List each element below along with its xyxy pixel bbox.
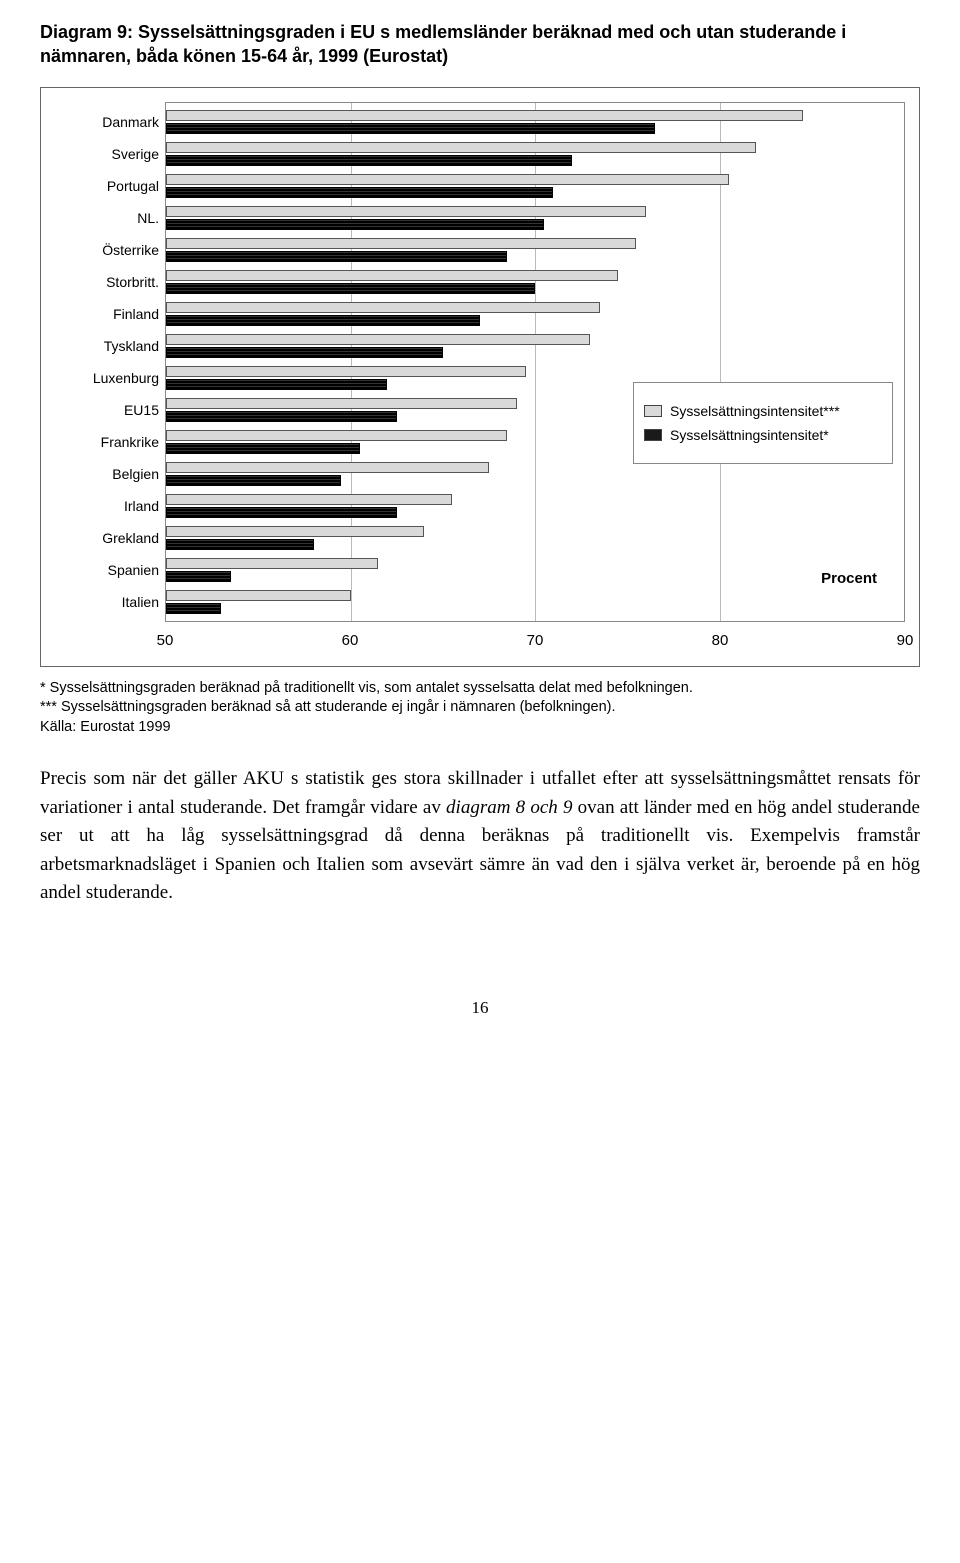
bar-dark <box>166 571 231 582</box>
category-label: Storbritt. <box>106 266 159 298</box>
category-label-row: Frankrike <box>55 426 165 458</box>
category-labels: DanmarkSverigePortugalNL.ÖsterrikeStorbr… <box>55 102 165 622</box>
bar-light <box>166 142 756 153</box>
bar-dark <box>166 155 572 166</box>
bar-dark <box>166 603 221 614</box>
bar-dark <box>166 219 544 230</box>
category-label: Danmark <box>102 106 159 138</box>
category-label: Sverige <box>112 138 159 170</box>
footnotes: * Sysselsättningsgraden beräknad på trad… <box>40 679 920 738</box>
category-label: EU15 <box>124 394 159 426</box>
category-label-row: Italien <box>55 586 165 618</box>
bar-dark <box>166 251 507 262</box>
legend-swatch-dark <box>644 429 662 441</box>
x-tick-label: 70 <box>527 632 544 649</box>
chart: DanmarkSverigePortugalNL.ÖsterrikeStorbr… <box>55 102 905 662</box>
diagram-title: Diagram 9: Sysselsättningsgraden i EU s … <box>40 20 920 69</box>
footnote-line: Källa: Eurostat 1999 <box>40 718 920 738</box>
plot-area <box>165 102 905 622</box>
legend-swatch-light <box>644 405 662 417</box>
category-label-row: Belgien <box>55 458 165 490</box>
legend-label: Sysselsättningsintensitet* <box>670 427 829 443</box>
page-number: 16 <box>40 998 920 1018</box>
bar-dark <box>166 475 341 486</box>
x-tick-label: 60 <box>342 632 359 649</box>
category-label-row: EU15 <box>55 394 165 426</box>
category-label-row: Luxenburg <box>55 362 165 394</box>
category-label-row: Spanien <box>55 554 165 586</box>
category-label: Italien <box>122 586 159 618</box>
category-label-row: NL. <box>55 202 165 234</box>
category-label: Tyskland <box>104 330 159 362</box>
legend-item: Sysselsättningsintensitet* <box>644 427 882 443</box>
x-axis: 5060708090 <box>165 628 905 654</box>
category-label: Grekland <box>102 522 159 554</box>
body-text-em: diagram 8 och 9 <box>446 797 572 818</box>
legend-label: Sysselsättningsintensitet*** <box>670 403 840 419</box>
category-label-row: Grekland <box>55 522 165 554</box>
bar-dark <box>166 539 314 550</box>
bar-light <box>166 398 517 409</box>
category-label-row: Österrike <box>55 234 165 266</box>
legend: Sysselsättningsintensitet*** Sysselsättn… <box>633 382 893 464</box>
bar-dark <box>166 315 480 326</box>
category-label-row: Sverige <box>55 138 165 170</box>
axis-unit-label: Procent <box>821 570 877 587</box>
category-label: NL. <box>137 202 159 234</box>
bar-light <box>166 526 424 537</box>
category-label-row: Finland <box>55 298 165 330</box>
bar-dark <box>166 347 443 358</box>
bar-dark <box>166 507 397 518</box>
footnote-line: *** Sysselsättningsgraden beräknad så at… <box>40 698 920 718</box>
footnote-line: * Sysselsättningsgraden beräknad på trad… <box>40 679 920 699</box>
bar-dark <box>166 187 553 198</box>
category-label: Portugal <box>107 170 159 202</box>
category-label-row: Danmark <box>55 106 165 138</box>
chart-container: DanmarkSverigePortugalNL.ÖsterrikeStorbr… <box>40 87 920 667</box>
bar-dark <box>166 411 397 422</box>
x-tick-label: 90 <box>897 632 914 649</box>
category-label: Spanien <box>108 554 159 586</box>
legend-item: Sysselsättningsintensitet*** <box>644 403 882 419</box>
bar-light <box>166 494 452 505</box>
category-label: Finland <box>113 298 159 330</box>
bar-light <box>166 334 590 345</box>
category-label: Belgien <box>112 458 159 490</box>
category-label: Österrike <box>102 234 159 266</box>
bar-light <box>166 366 526 377</box>
category-label-row: Storbritt. <box>55 266 165 298</box>
bar-light <box>166 174 729 185</box>
category-label-row: Irland <box>55 490 165 522</box>
bar-light <box>166 206 646 217</box>
bar-dark <box>166 443 360 454</box>
bar-light <box>166 270 618 281</box>
category-label: Frankrike <box>101 426 159 458</box>
bar-dark <box>166 379 387 390</box>
bar-light <box>166 558 378 569</box>
bar-dark <box>166 283 535 294</box>
bar-dark <box>166 123 655 134</box>
body-paragraph: Precis som när det gäller AKU s statisti… <box>40 765 920 908</box>
category-label-row: Tyskland <box>55 330 165 362</box>
category-label: Irland <box>124 490 159 522</box>
bar-light <box>166 462 489 473</box>
category-label-row: Portugal <box>55 170 165 202</box>
x-tick-label: 80 <box>712 632 729 649</box>
x-tick-label: 50 <box>157 632 174 649</box>
bar-light <box>166 110 803 121</box>
bar-light <box>166 302 600 313</box>
bar-light <box>166 590 351 601</box>
category-label: Luxenburg <box>93 362 159 394</box>
bar-light <box>166 430 507 441</box>
bar-light <box>166 238 636 249</box>
